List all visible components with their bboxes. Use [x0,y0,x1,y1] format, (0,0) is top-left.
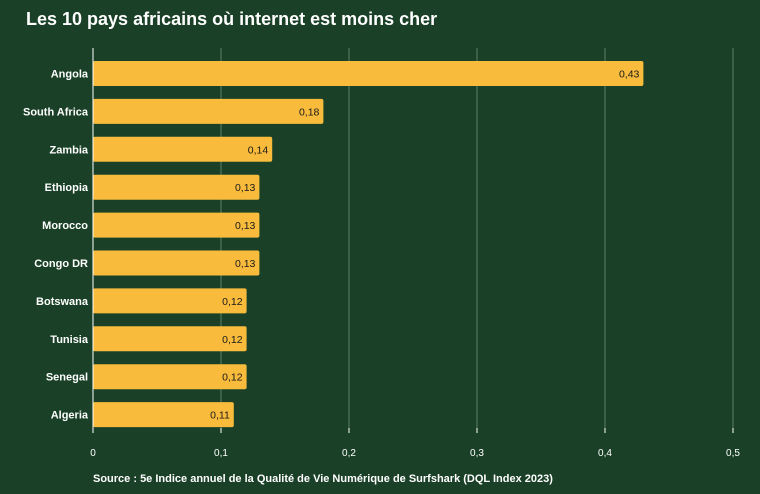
x-tick-label: 0,5 [726,448,740,459]
bar [93,364,247,390]
category-label: Angola [51,69,89,81]
category-label: Algeria [51,410,89,422]
data-label: 0,12 [222,296,243,308]
x-tick-label: 0 [90,448,96,459]
x-tick-label: 0,2 [342,448,356,459]
data-label: 0,43 [619,69,640,81]
x-tick-label: 0,3 [470,448,484,459]
x-tick-label: 0,4 [598,448,612,459]
category-label: Tunisia [50,334,89,346]
category-label: Congo DR [34,258,88,270]
data-label: 0,12 [222,334,243,346]
category-label: Botswana [36,296,89,308]
category-label: Morocco [42,220,88,232]
bar [93,174,260,200]
bar [93,288,247,314]
data-label: 0,12 [222,372,243,384]
bar [93,402,234,428]
bar [93,98,324,124]
data-label: 0,13 [235,182,256,194]
bar [93,250,260,276]
bar [93,212,260,238]
bar [93,61,644,86]
x-tick-label: 0,1 [214,448,228,459]
data-label: 0,13 [235,220,256,232]
data-label: 0,14 [248,144,269,156]
bar [93,326,247,352]
chart-source: Source : 5e Indice annuel de la Qualité … [93,473,553,485]
data-label: 0,13 [235,258,256,270]
category-label: Zambia [49,144,88,156]
category-label: Ethiopia [45,182,89,194]
category-label: Senegal [46,372,88,384]
category-label: South Africa [23,106,89,118]
data-label: 0,11 [210,410,230,422]
chart-title: Les 10 pays africains où internet est mo… [26,9,438,29]
bar [93,136,273,162]
data-label: 0,18 [299,106,320,118]
